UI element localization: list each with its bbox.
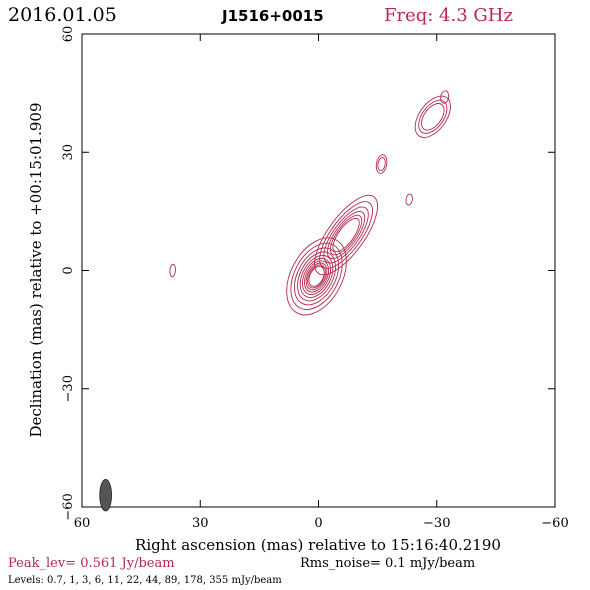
- contour-knot-a: [377, 157, 386, 172]
- x-tick-label: 0: [314, 516, 322, 531]
- contour-core: [299, 254, 334, 298]
- contour-inner-jet: [327, 211, 366, 260]
- contour-outer-jet: [421, 103, 445, 131]
- contour-knot-d: [169, 263, 176, 278]
- contour-levels: Levels: 0.7, 1, 3, 6, 11, 22, 44, 89, 17…: [8, 575, 282, 586]
- contour-core: [297, 251, 336, 302]
- component-knot-a: [375, 154, 388, 174]
- source-name: J1516+0015: [221, 7, 324, 25]
- contour-core: [290, 242, 343, 310]
- contour-core: [305, 262, 328, 291]
- peak-level: Peak_lev= 0.561 Jy/beam: [8, 556, 175, 571]
- rms-noise: Rms_noise= 0.1 mJy/beam: [300, 556, 475, 571]
- beam-ellipse: [99, 479, 112, 512]
- contour-core: [308, 266, 325, 287]
- x-tick-label: −30: [423, 516, 450, 531]
- x-tick-label: 60: [74, 516, 91, 531]
- x-tick-label: −60: [541, 516, 568, 531]
- contour-knot-a: [375, 154, 388, 174]
- contour-core: [294, 247, 340, 306]
- contour-inner-jet: [329, 214, 363, 256]
- contour-core: [304, 260, 330, 293]
- observation-date: 2016.01.05: [8, 4, 117, 26]
- plot-frame: [81, 33, 556, 508]
- contour-knot-c: [440, 90, 450, 104]
- contour-core: [302, 257, 332, 295]
- component-knot-b: [405, 193, 413, 206]
- y-tick-label: 60: [61, 26, 76, 43]
- component-inner-jet: [314, 194, 378, 276]
- y-tick-label: 0: [61, 266, 76, 274]
- contour-outer-jet: [418, 99, 448, 134]
- x-tick-label: 30: [192, 516, 209, 531]
- x-axis-label: Right ascension (mas) relative to 15:16:…: [135, 536, 501, 554]
- contour-inner-jet: [319, 201, 373, 269]
- y-tick-label: 30: [61, 144, 76, 161]
- contour-core: [286, 237, 347, 316]
- contour-knot-b: [405, 193, 413, 206]
- contour-inner-jet: [314, 194, 378, 276]
- contour-inner-jet: [323, 206, 369, 264]
- contour-core: [307, 264, 326, 289]
- component-knot-d: [169, 263, 176, 278]
- y-axis-label: Declination (mas) relative to +00:15:01.…: [27, 102, 45, 437]
- component-core: [286, 237, 347, 316]
- component-outer-jet: [414, 95, 451, 138]
- contour-outer-jet: [414, 95, 451, 138]
- contour-inner-jet: [332, 217, 360, 253]
- frequency-label: Freq: 4.3 GHz: [384, 5, 513, 26]
- component-knot-c: [440, 90, 450, 104]
- y-tick-label: −30: [61, 375, 76, 402]
- y-tick-label: −60: [61, 493, 76, 520]
